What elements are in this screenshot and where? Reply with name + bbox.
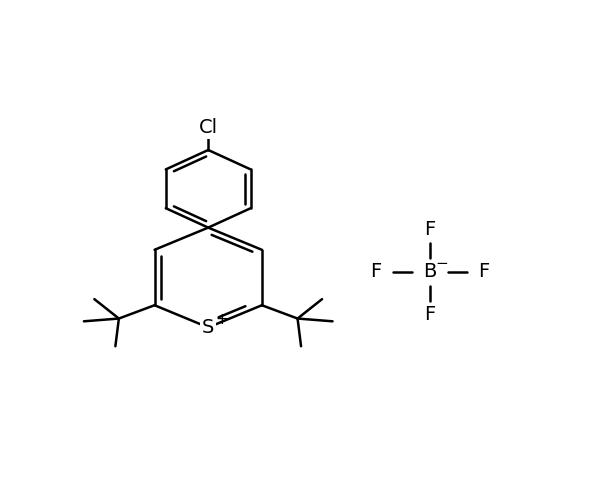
Text: F: F: [424, 305, 435, 324]
Text: S: S: [202, 318, 214, 337]
Text: F: F: [370, 263, 381, 281]
Text: F: F: [424, 219, 435, 239]
Text: F: F: [479, 263, 489, 281]
Text: +: +: [216, 312, 229, 327]
Text: Cl: Cl: [199, 119, 218, 137]
Text: B: B: [423, 263, 436, 281]
Text: −: −: [435, 256, 448, 271]
